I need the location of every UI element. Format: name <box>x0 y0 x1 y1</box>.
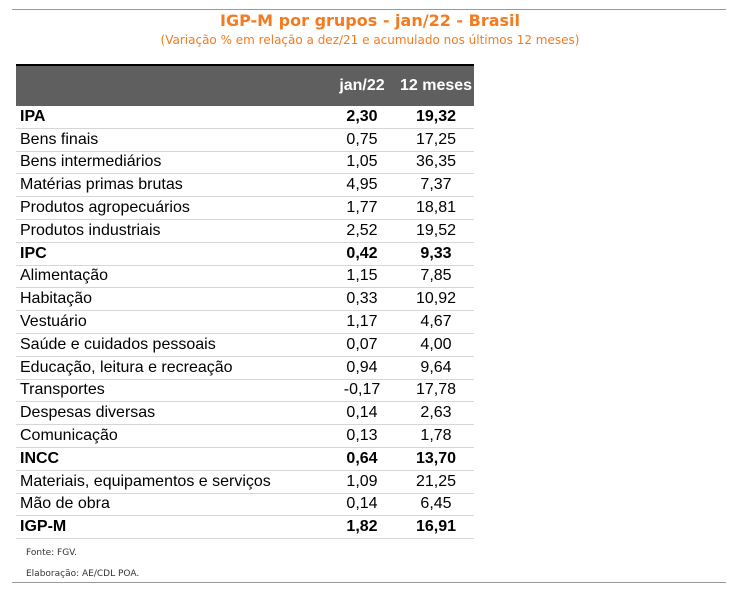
table-row: Educação, leitura e recreação 0,94 9,64 <box>16 356 474 380</box>
cell-12-meses: 7,85 <box>398 265 474 289</box>
cell-12-meses: 10,92 <box>398 287 474 312</box>
cell-jan22: 1,17 <box>326 310 398 334</box>
page-title: IGP-M por grupos - jan/22 - Brasil <box>220 11 520 30</box>
cell-jan22: 1,77 <box>326 196 398 220</box>
cell-12-meses: 9,64 <box>398 356 474 380</box>
cell-jan22: 1,82 <box>326 515 398 540</box>
cell-12-meses: 9,33 <box>398 242 474 266</box>
cell-12-meses: 19,52 <box>398 219 474 243</box>
table-row: Mão de obra 0,14 6,45 <box>16 493 474 517</box>
row-label: Produtos agropecuários <box>16 196 326 220</box>
row-label: Transportes <box>16 379 326 403</box>
table-header: jan/22 12 meses <box>16 64 474 106</box>
cell-jan22: 0,94 <box>326 356 398 380</box>
row-label: IPA <box>16 106 326 129</box>
table-body: IPA 2,30 19,32 Bens finais 0,75 17,25 Bens int… <box>16 106 474 540</box>
table-row: Bens intermediários 1,05 36,35 <box>16 151 474 175</box>
cell-jan22: 0,33 <box>326 287 398 312</box>
group-row: INCC 0,64 13,70 <box>16 447 474 471</box>
row-label: Comunicação <box>16 424 326 448</box>
cell-jan22: 1,15 <box>326 265 398 289</box>
row-label: IGP-M <box>16 515 326 540</box>
cell-12-meses: 13,70 <box>398 447 474 471</box>
group-row: IGP-M 1,82 16,91 <box>16 515 474 540</box>
table-row: Produtos agropecuários 1,77 18,81 <box>16 196 474 220</box>
credit-note: Elaboração: AE/CDL POA. <box>26 569 140 579</box>
row-label: Bens intermediários <box>16 151 326 175</box>
row-label: Alimentação <box>16 265 326 289</box>
cell-12-meses: 18,81 <box>398 196 474 220</box>
cell-12-meses: 36,35 <box>398 151 474 175</box>
cell-jan22: 1,09 <box>326 470 398 494</box>
cell-12-meses: 19,32 <box>398 106 474 129</box>
source-note: Fonte: FGV. <box>26 548 78 558</box>
table-row: Produtos industriais 2,52 19,52 <box>16 219 474 243</box>
cell-12-meses: 2,63 <box>398 401 474 426</box>
row-label: Despesas diversas <box>16 401 326 426</box>
row-label: Saúde e cuidados pessoais <box>16 333 326 357</box>
cell-jan22: 0,14 <box>326 493 398 517</box>
cell-jan22: 0,13 <box>326 424 398 448</box>
cell-jan22: 0,75 <box>326 128 398 152</box>
table-row: Saúde e cuidados pessoais 0,07 4,00 <box>16 333 474 357</box>
cell-jan22: 0,42 <box>326 242 398 266</box>
table-row: Comunicação 0,13 1,78 <box>16 424 474 448</box>
row-label: Materiais, equipamentos e serviços <box>16 470 326 494</box>
page-subtitle: (Variação % em relação a dez/21 e acumul… <box>160 33 580 47</box>
cell-jan22: 2,30 <box>326 106 398 129</box>
table-row: Matérias primas brutas 4,95 7,37 <box>16 173 474 198</box>
cell-jan22: -0,17 <box>326 379 398 403</box>
cell-12-meses: 21,25 <box>398 470 474 494</box>
column-header-jan22: jan/22 <box>326 64 398 106</box>
cell-jan22: 2,52 <box>326 219 398 243</box>
table-row: Alimentação 1,15 7,85 <box>16 265 474 289</box>
cell-12-meses: 6,45 <box>398 493 474 517</box>
cell-jan22: 1,05 <box>326 151 398 175</box>
table-row: Transportes -0,17 17,78 <box>16 379 474 403</box>
table-row: Materiais, equipamentos e serviços 1,09 21… <box>16 470 474 494</box>
row-label: Produtos industriais <box>16 219 326 243</box>
table-row: Bens finais 0,75 17,25 <box>16 128 474 152</box>
cell-12-meses: 17,25 <box>398 128 474 152</box>
row-label: IPC <box>16 242 326 266</box>
igpm-table: jan/22 12 meses IPA 2,30 19,32 Bens finais 0… <box>16 64 474 540</box>
group-row: IPC 0,42 9,33 <box>16 242 474 266</box>
cell-12-meses: 16,91 <box>398 515 474 540</box>
cell-jan22: 0,14 <box>326 401 398 426</box>
cell-12-meses: 4,00 <box>398 333 474 357</box>
row-label: Educação, leitura e recreação <box>16 356 326 380</box>
table-row: Habitação 0,33 10,92 <box>16 287 474 312</box>
row-label: Bens finais <box>16 128 326 152</box>
table-row: Vestuário 1,17 4,67 <box>16 310 474 334</box>
cell-jan22: 4,95 <box>326 173 398 198</box>
row-label: INCC <box>16 447 326 471</box>
top-divider <box>12 9 726 10</box>
cell-12-meses: 1,78 <box>398 424 474 448</box>
row-label: Mão de obra <box>16 493 326 517</box>
row-label: Matérias primas brutas <box>16 173 326 198</box>
row-label: Vestuário <box>16 310 326 334</box>
table-row: Despesas diversas 0,14 2,63 <box>16 401 474 426</box>
cell-jan22: 0,64 <box>326 447 398 471</box>
row-label: Habitação <box>16 287 326 312</box>
bottom-divider <box>12 582 726 583</box>
group-row: IPA 2,30 19,32 <box>16 106 474 129</box>
cell-jan22: 0,07 <box>326 333 398 357</box>
column-header-label <box>16 64 326 106</box>
cell-12-meses: 4,67 <box>398 310 474 334</box>
cell-12-meses: 7,37 <box>398 173 474 198</box>
column-header-12-meses: 12 meses <box>398 64 474 106</box>
table-header-row: jan/22 12 meses <box>16 64 474 106</box>
cell-12-meses: 17,78 <box>398 379 474 403</box>
